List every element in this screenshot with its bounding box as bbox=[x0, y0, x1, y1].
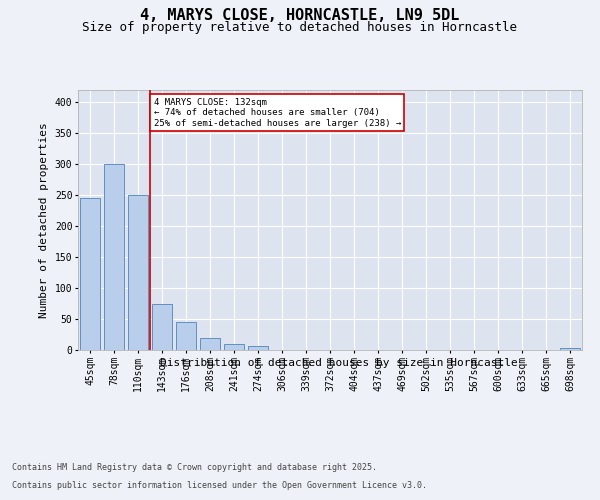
Text: Contains public sector information licensed under the Open Government Licence v3: Contains public sector information licen… bbox=[12, 481, 427, 490]
Bar bbox=[104, 164, 124, 350]
Bar bbox=[248, 346, 268, 350]
Bar bbox=[560, 348, 580, 350]
Y-axis label: Number of detached properties: Number of detached properties bbox=[39, 122, 49, 318]
Bar bbox=[224, 344, 244, 350]
Bar bbox=[176, 322, 196, 350]
Text: Size of property relative to detached houses in Horncastle: Size of property relative to detached ho… bbox=[83, 21, 517, 34]
Text: Contains HM Land Registry data © Crown copyright and database right 2025.: Contains HM Land Registry data © Crown c… bbox=[12, 464, 377, 472]
Text: Distribution of detached houses by size in Horncastle: Distribution of detached houses by size … bbox=[160, 358, 518, 368]
Bar bbox=[152, 304, 172, 350]
Bar bbox=[80, 198, 100, 350]
Bar bbox=[200, 338, 220, 350]
Text: 4 MARYS CLOSE: 132sqm
← 74% of detached houses are smaller (704)
25% of semi-det: 4 MARYS CLOSE: 132sqm ← 74% of detached … bbox=[154, 98, 401, 128]
Text: 4, MARYS CLOSE, HORNCASTLE, LN9 5DL: 4, MARYS CLOSE, HORNCASTLE, LN9 5DL bbox=[140, 8, 460, 22]
Bar bbox=[128, 195, 148, 350]
